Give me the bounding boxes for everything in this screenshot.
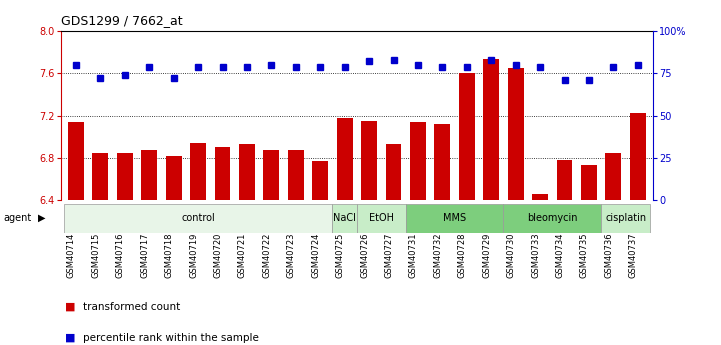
Text: MMS: MMS — [443, 213, 466, 223]
Text: GSM40726: GSM40726 — [360, 233, 369, 278]
Text: ■: ■ — [65, 333, 76, 343]
Bar — [117, 152, 133, 200]
Bar — [503, 204, 601, 233]
Text: GSM40718: GSM40718 — [164, 233, 174, 278]
Bar — [581, 165, 597, 200]
Text: GSM40733: GSM40733 — [531, 233, 540, 278]
Text: control: control — [181, 213, 215, 223]
Text: GSM40721: GSM40721 — [238, 233, 247, 278]
Bar — [361, 121, 377, 200]
Text: GSM40717: GSM40717 — [141, 233, 149, 278]
Text: GSM40731: GSM40731 — [409, 233, 418, 278]
Bar — [532, 194, 548, 200]
Bar — [606, 152, 622, 200]
Bar — [557, 160, 572, 200]
Bar — [215, 147, 231, 200]
Bar — [288, 150, 304, 200]
Bar — [601, 204, 650, 233]
Text: GSM40727: GSM40727 — [384, 233, 394, 278]
Bar — [406, 204, 503, 233]
Text: agent: agent — [4, 213, 32, 223]
Text: ▶: ▶ — [37, 213, 45, 223]
Text: GSM40716: GSM40716 — [116, 233, 125, 278]
Bar — [386, 144, 402, 200]
Text: GSM40729: GSM40729 — [482, 233, 491, 278]
Bar — [410, 122, 426, 200]
Text: GSM40722: GSM40722 — [262, 233, 271, 278]
Text: transformed count: transformed count — [83, 302, 180, 312]
Text: GSM40735: GSM40735 — [580, 233, 589, 278]
Bar — [483, 59, 499, 200]
Bar — [68, 122, 84, 200]
Text: GDS1299 / 7662_at: GDS1299 / 7662_at — [61, 14, 183, 27]
Text: GSM40728: GSM40728 — [458, 233, 466, 278]
Text: EtOH: EtOH — [369, 213, 394, 223]
Bar — [508, 68, 523, 200]
Bar — [630, 114, 646, 200]
Text: GSM40730: GSM40730 — [507, 233, 516, 278]
Text: GSM40737: GSM40737 — [629, 233, 638, 278]
Text: GSM40723: GSM40723 — [287, 233, 296, 278]
Bar — [332, 204, 357, 233]
Text: GSM40736: GSM40736 — [604, 233, 614, 278]
Text: GSM40720: GSM40720 — [213, 233, 223, 278]
Text: NaCl: NaCl — [333, 213, 356, 223]
Text: GSM40725: GSM40725 — [336, 233, 345, 278]
Text: GSM40734: GSM40734 — [556, 233, 565, 278]
Bar — [312, 161, 328, 200]
Text: GSM40714: GSM40714 — [67, 233, 76, 278]
Text: bleomycin: bleomycin — [527, 213, 578, 223]
Text: GSM40724: GSM40724 — [311, 233, 320, 278]
Bar — [63, 204, 332, 233]
Bar — [239, 144, 255, 200]
Text: GSM40715: GSM40715 — [92, 233, 100, 278]
Bar — [435, 124, 451, 200]
Bar — [141, 150, 157, 200]
Bar — [459, 73, 474, 200]
Text: GSM40732: GSM40732 — [433, 233, 443, 278]
Text: GSM40719: GSM40719 — [189, 233, 198, 278]
Bar — [92, 152, 108, 200]
Text: percentile rank within the sample: percentile rank within the sample — [83, 333, 259, 343]
Bar — [263, 150, 279, 200]
Bar — [190, 143, 206, 200]
Bar — [337, 118, 353, 200]
Text: cisplatin: cisplatin — [605, 213, 646, 223]
Bar — [357, 204, 406, 233]
Text: ■: ■ — [65, 302, 76, 312]
Bar — [166, 156, 182, 200]
